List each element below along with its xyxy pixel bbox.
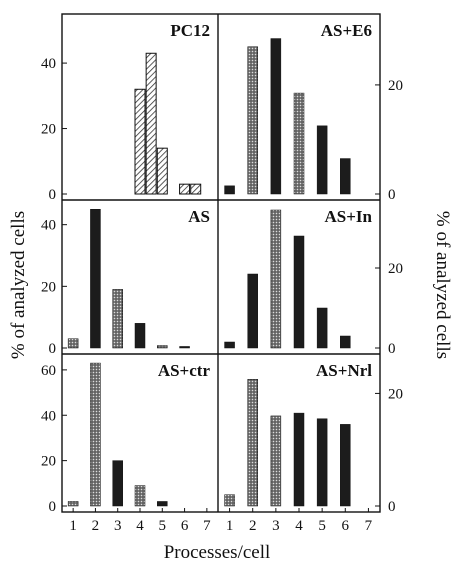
bar [90,362,101,507]
panel-title: PC12 [170,21,210,40]
bar [112,289,123,349]
x-tick-label: 7 [203,518,211,534]
bar [316,125,328,195]
y-tick-label: 20 [41,454,56,470]
panel-title: AS [188,207,210,226]
y-axis-label-left: % of analyzed cells [8,211,29,359]
y-tick-label: 0 [49,187,57,203]
bar [293,412,305,507]
axis-ticks [62,62,380,512]
y-tick-label: 20 [388,78,403,94]
x-tick-label: 3 [114,518,122,534]
bar [340,335,351,349]
y-tick-label: 0 [49,341,57,357]
bar [247,273,258,349]
bar [340,424,351,507]
panel-title: AS+ctr [158,361,211,380]
x-tick-label: 6 [342,518,350,534]
panel-frames [61,13,381,513]
y-tick-label: 20 [41,279,56,295]
x-tick-label: 2 [92,518,100,534]
bar [224,341,235,349]
x-tick-label: 4 [295,518,303,534]
bar [145,52,157,195]
bar [247,46,258,195]
y-tick-label: 0 [388,341,396,357]
bar [179,183,191,195]
y-tick-label: 40 [41,56,56,72]
bar [134,88,146,195]
y-tick-label: 60 [41,363,56,379]
y-tick-label: 20 [388,386,403,402]
plot-frame [61,13,381,513]
bar [316,418,328,507]
bar [90,209,101,349]
bar [247,379,258,507]
y-tick-label: 20 [388,261,403,277]
bar [157,345,168,349]
bar [270,415,282,507]
x-tick-label: 6 [181,518,189,534]
x-axis-label: Processes/cell [164,542,271,563]
panel-title: AS+E6 [321,21,372,40]
bar [67,501,79,507]
y-axis-label-right: % of analyzed cells [432,211,453,359]
x-tick-label: 7 [365,518,373,534]
bar [157,501,168,507]
bar [316,307,328,349]
bar [134,485,146,507]
bar [190,183,202,195]
bar [224,185,235,195]
bar [270,209,282,349]
y-tick-label: 20 [41,122,56,138]
y-tick-label: 0 [49,499,57,515]
bar [224,494,235,507]
x-tick-label: 2 [249,518,257,534]
x-tick-label: 5 [159,518,167,534]
bar [340,158,351,195]
bar [270,38,282,195]
y-tick-label: 0 [388,499,396,515]
x-tick-label: 1 [226,518,234,534]
bar [156,147,168,195]
x-tick-label: 5 [318,518,326,534]
x-tick-label: 4 [136,518,144,534]
bar [179,346,190,349]
y-tick-label: 40 [41,408,56,424]
bar [112,460,123,507]
y-tick-label: 40 [41,218,56,234]
panel-title: AS+In [325,207,373,226]
bar [293,92,305,195]
bar [134,323,146,349]
bar [293,235,305,349]
y-tick-label: 0 [388,187,396,203]
panel-title: AS+Nrl [316,361,372,380]
x-tick-label: 3 [272,518,280,534]
bars [67,38,351,507]
bar [67,338,79,349]
x-tick-label: 1 [69,518,77,534]
